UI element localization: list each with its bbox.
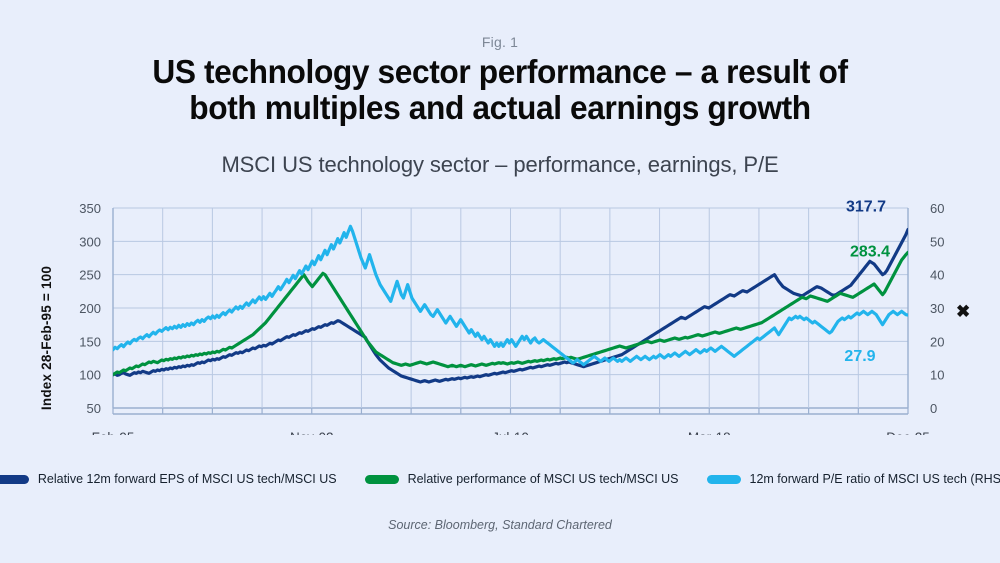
- legend-item-eps[interactable]: Relative 12m forward EPS of MSCI US tech…: [0, 472, 337, 486]
- legend-swatch-performance: [364, 474, 399, 484]
- y2-axis-tick-0: 0: [930, 401, 937, 416]
- y-axis-tick-300: 300: [79, 234, 101, 249]
- y2-axis-tick-50: 50: [930, 234, 944, 249]
- source-note: Source: Bloomberg, Standard Chartered: [388, 518, 612, 532]
- y2-axis-tick-40: 40: [930, 268, 944, 283]
- figure-label: Fig. 1: [481, 34, 519, 50]
- x-axis-tick-Dec-25: Dec-25: [886, 430, 930, 435]
- series-line-pe[interactable]: [113, 224, 908, 367]
- y-axis-tick-250: 250: [79, 268, 101, 283]
- y2-axis-tick-20: 20: [930, 334, 944, 349]
- chart-svg: 50 100 150 200 250 300 350 0 10 20 30 40 50 60 Feb-95 N…: [79, 199, 944, 435]
- legend-swatch-pe: [706, 474, 741, 484]
- x-axis-tick-Feb-95: Feb-95: [92, 430, 135, 435]
- legend-item-performance[interactable]: Relative performance of MSCI US tech/MSC…: [364, 472, 679, 486]
- legend-swatch-eps: [0, 474, 29, 484]
- y-axis-tick-50: 50: [87, 401, 101, 416]
- data-label-performance: 283.4: [850, 243, 890, 260]
- legend-label-eps: Relative 12m forward EPS of MSCI US tech…: [37, 472, 337, 486]
- x-axis-tick-Jul-10: Jul-10: [492, 430, 529, 435]
- series-line-performance[interactable]: [113, 250, 908, 377]
- y-axis-tick-150: 150: [79, 334, 101, 349]
- y2-axis-tick-30: 30: [930, 301, 944, 316]
- chart-subtitle: MSCI US technology sector – performance,…: [221, 152, 779, 177]
- legend-label-performance: Relative performance of MSCI US tech/MSC…: [407, 472, 679, 486]
- data-label-pe: 27.9: [844, 348, 875, 365]
- y-axis-tick-200: 200: [79, 301, 101, 316]
- title-line-2: both multiples and actual earnings growt…: [189, 89, 811, 126]
- legend-label-pe: 12m forward P/E ratio of MSCI US tech (R…: [749, 472, 1000, 486]
- y-axis-tick-350: 350: [79, 201, 101, 216]
- legend-item-pe[interactable]: 12m forward P/E ratio of MSCI US tech (R…: [706, 472, 1000, 486]
- cross-marker-icon: ✖: [956, 302, 971, 321]
- data-label-eps: 317.7: [846, 199, 886, 216]
- chart-plot-area: 50 100 150 200 250 300 350 0 10 20 30 40 50 60 Feb-95 N…: [0, 190, 1000, 435]
- y2-axis-tick-10: 10: [930, 368, 944, 383]
- series-line-eps[interactable]: [113, 227, 908, 384]
- x-axis-tick-Nov-02: Nov-02: [290, 430, 334, 435]
- chart-legend: Relative 12m forward EPS of MSCI US tech…: [0, 472, 1000, 486]
- x-axis-tick-Mar-18: Mar-18: [688, 430, 731, 435]
- page-title: US technology sector performance – a res…: [78, 54, 923, 126]
- title-line-1: US technology sector performance – a res…: [152, 53, 848, 90]
- y2-axis-tick-60: 60: [930, 201, 944, 216]
- y-axis-tick-100: 100: [79, 368, 101, 383]
